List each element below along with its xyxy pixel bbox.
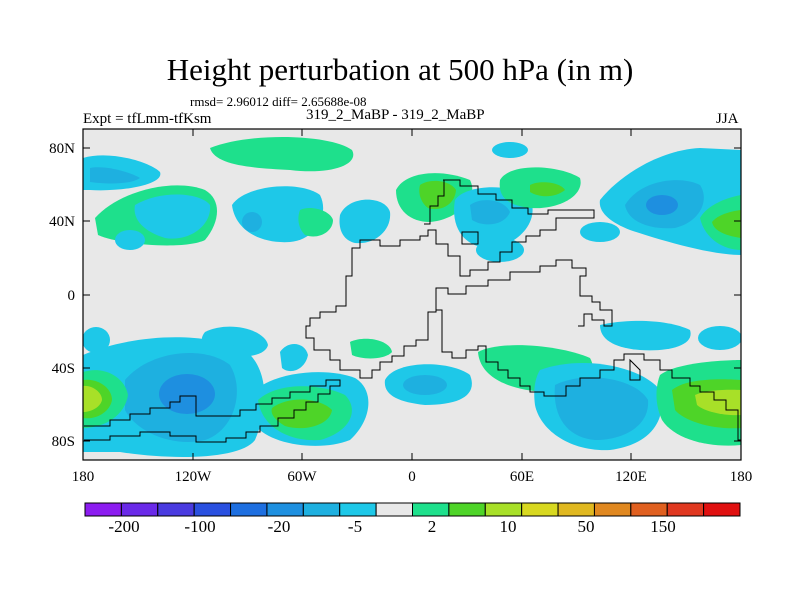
colorbar-swatch <box>302 502 341 517</box>
colorbar-swatch <box>484 502 523 517</box>
colorbar <box>84 502 741 517</box>
lon-tick-label: 60E <box>510 469 534 485</box>
map-title: Height perturbation at 500 hPa (in m) <box>166 52 634 87</box>
colorbar-swatch <box>339 502 377 517</box>
lon-tick-label: 120E <box>615 469 647 485</box>
colorbar-label: 2 <box>428 517 437 536</box>
colorbar-label: 150 <box>650 517 676 536</box>
colorbar-swatch <box>84 502 122 517</box>
colorbar-swatch <box>666 502 705 517</box>
colorbar-swatch <box>230 502 268 517</box>
lat-tick-label: 40S <box>52 361 75 377</box>
stats-line: rmsd= 2.96012 diff= 2.65688e-08 <box>190 94 367 109</box>
lon-tick-label: 180 <box>730 469 753 485</box>
lat-tick-label: 80N <box>49 141 75 157</box>
colorbar-label: 10 <box>500 517 517 536</box>
colorbar-label: -5 <box>348 517 362 536</box>
colorbar-labels: -200 -100 -20 -5 2 10 50 150 <box>108 517 675 536</box>
run-label: 319_2_MaBP - 319_2_MaBP <box>306 107 485 123</box>
lon-tick-label: 60W <box>287 469 317 485</box>
colorbar-label: -100 <box>184 517 215 536</box>
tick-marks <box>82 129 742 460</box>
lat-tick-label: 40N <box>49 214 75 230</box>
lon-tick-label: 180 <box>72 469 95 485</box>
coastline-layer <box>84 179 741 443</box>
lon-tick-label: 120W <box>175 469 213 485</box>
season-label: JJA <box>716 111 739 127</box>
colorbar-swatch <box>266 502 304 517</box>
colorbar-swatch <box>157 502 195 517</box>
lon-tick-label: 0 <box>408 469 416 485</box>
colorbar-swatch <box>120 502 159 517</box>
lat-tick-label: 0 <box>68 288 76 304</box>
lat-tick-label: 80S <box>52 434 75 450</box>
colorbar-swatch <box>521 502 559 517</box>
colorbar-swatch <box>448 502 486 517</box>
colorbar-swatch <box>593 502 632 517</box>
colorbar-label: -20 <box>268 517 291 536</box>
colorbar-label: -200 <box>108 517 139 536</box>
colorbar-swatch <box>703 502 741 517</box>
colorbar-label: 50 <box>578 517 595 536</box>
contour-fill-layer <box>83 136 741 457</box>
experiment-label: Expt = tfLmm-tfKsm <box>83 111 212 127</box>
colorbar-swatch <box>375 502 413 517</box>
colorbar-swatch <box>412 502 450 517</box>
colorbar-swatch <box>193 502 232 517</box>
colorbar-swatch <box>557 502 595 517</box>
colorbar-swatch <box>630 502 668 517</box>
